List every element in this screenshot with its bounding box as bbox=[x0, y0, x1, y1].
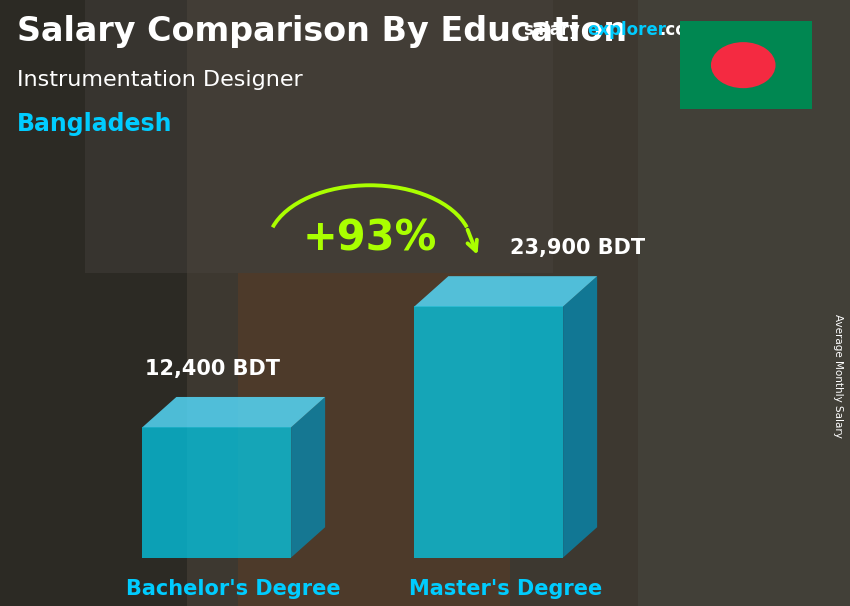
Text: 23,900 BDT: 23,900 BDT bbox=[511, 238, 645, 258]
Polygon shape bbox=[142, 397, 325, 427]
Circle shape bbox=[711, 42, 775, 88]
Text: salary: salary bbox=[523, 21, 580, 39]
Text: Instrumentation Designer: Instrumentation Designer bbox=[17, 70, 303, 90]
Text: Salary Comparison By Education: Salary Comparison By Education bbox=[17, 15, 627, 48]
Text: 12,400 BDT: 12,400 BDT bbox=[145, 359, 280, 379]
Text: explorer: explorer bbox=[587, 21, 666, 39]
Text: Bachelor's Degree: Bachelor's Degree bbox=[127, 579, 341, 599]
Bar bbox=[414, 307, 563, 558]
Bar bbox=[238, 273, 510, 606]
Text: Master's Degree: Master's Degree bbox=[409, 579, 603, 599]
Text: .com: .com bbox=[660, 21, 705, 39]
Bar bbox=[85, 0, 552, 273]
Bar bbox=[0, 0, 187, 606]
Text: Bangladesh: Bangladesh bbox=[17, 112, 173, 136]
Bar bbox=[638, 0, 850, 606]
Text: Average Monthly Salary: Average Monthly Salary bbox=[833, 314, 843, 438]
Polygon shape bbox=[291, 397, 325, 558]
Bar bbox=[142, 427, 291, 558]
Polygon shape bbox=[563, 276, 597, 558]
Polygon shape bbox=[414, 276, 597, 307]
Text: +93%: +93% bbox=[303, 218, 437, 259]
Bar bbox=[680, 21, 812, 109]
